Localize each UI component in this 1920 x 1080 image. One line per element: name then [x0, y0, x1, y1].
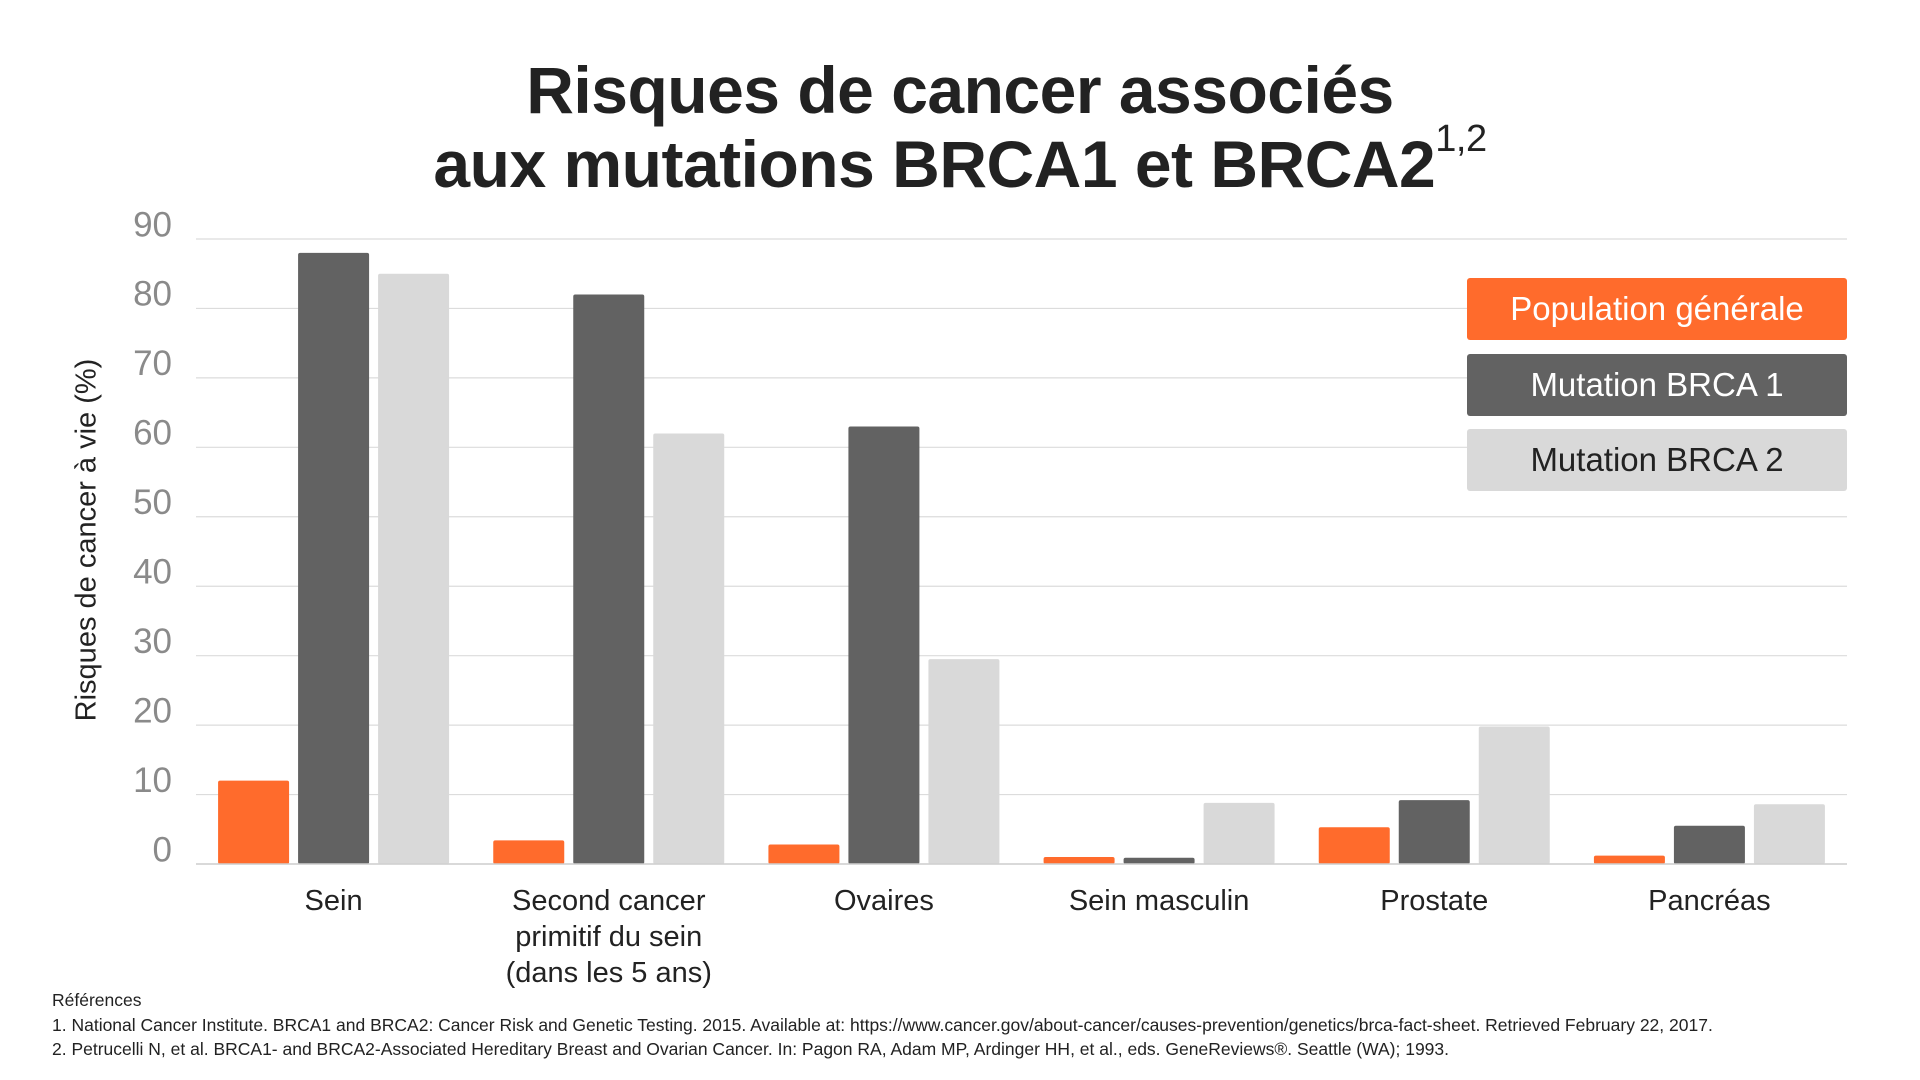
y-tick-label: 80 — [133, 275, 172, 314]
bar — [928, 659, 1000, 864]
legend-item: Mutation BRCA 1 — [1467, 353, 1847, 416]
bar — [493, 840, 565, 864]
reference: 2. Petrucelli N, et al. BRCA1- and BRCA2… — [52, 1039, 1450, 1059]
bar — [378, 273, 450, 864]
bar — [1123, 857, 1195, 864]
title-superscript: 1,2 — [1435, 118, 1487, 160]
bar — [1398, 800, 1470, 864]
bar — [1203, 802, 1275, 864]
y-tick-label: 10 — [133, 761, 172, 800]
bar — [573, 294, 645, 864]
chart-title: aux mutations BRCA1 et BRCA21,2 — [0, 118, 1920, 202]
bar — [1478, 726, 1550, 864]
bar — [1043, 857, 1115, 864]
y-tick-label: 20 — [133, 691, 172, 730]
x-tick-label: Ovaires — [833, 885, 934, 917]
legend-item: Population générale — [1467, 278, 1847, 340]
bar — [1593, 855, 1665, 864]
bar — [768, 844, 840, 864]
y-tick-label: 70 — [133, 344, 172, 383]
y-axis-label: Risques de cancer à vie (%) — [71, 359, 103, 722]
chart-title-line: aux mutations BRCA1 et BRCA2 — [433, 127, 1436, 201]
x-tick-label: Pancréas — [1648, 885, 1771, 917]
y-tick-label: 90 — [133, 205, 172, 244]
x-tick-label: Sein — [304, 885, 363, 917]
legend-item: Mutation BRCA 2 — [1467, 429, 1847, 491]
y-tick-label: 60 — [133, 414, 172, 453]
y-tick-label: 40 — [133, 552, 172, 591]
bar — [298, 252, 370, 864]
reference: 1. National Cancer Institute. BRCA1 and … — [52, 1015, 1713, 1035]
y-tick-label: 0 — [153, 830, 172, 869]
x-tick-label: Sein masculin — [1068, 885, 1250, 917]
references-title: Références — [52, 990, 142, 1010]
bar — [218, 780, 290, 864]
bar — [1673, 825, 1745, 864]
y-tick-label: 30 — [133, 622, 172, 661]
bar — [653, 433, 725, 864]
y-tick-label: 50 — [133, 483, 172, 522]
x-tick-label: Prostate — [1380, 885, 1489, 917]
chart-title: Risques de cancer associés — [526, 53, 1394, 127]
bar — [1753, 804, 1825, 864]
x-tick-label: Second cancer primitif du sein (dans les… — [505, 885, 712, 989]
bar — [848, 426, 920, 864]
bar — [1318, 827, 1390, 864]
